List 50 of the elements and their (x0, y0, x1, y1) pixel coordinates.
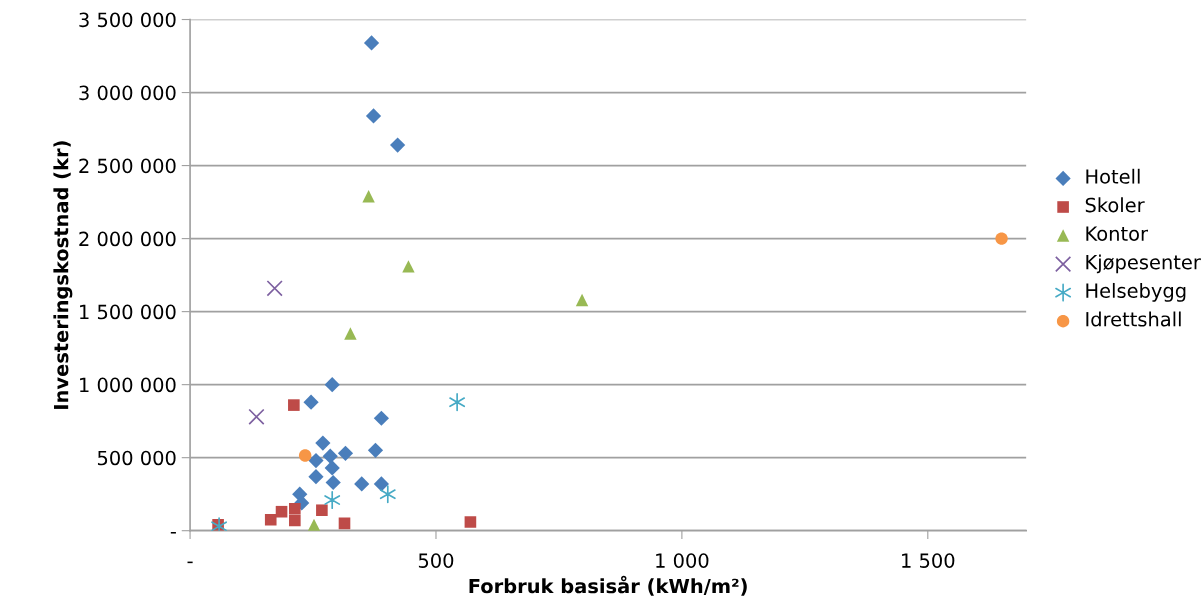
y-tick-label: 2 500 000 (79, 158, 176, 174)
y-tick-label: 2 000 000 (79, 231, 176, 247)
legend-label: Hotell (1086, 168, 1140, 184)
point (316, 504, 328, 517)
point (298, 449, 312, 462)
point (288, 399, 300, 411)
x-tick-label: 1 000 (656, 553, 709, 568)
point (315, 435, 331, 451)
x-axis-title: Forbruk basisår (kWh/m²) (469, 575, 747, 596)
point (344, 327, 357, 340)
point (324, 460, 340, 476)
point (362, 190, 375, 203)
point (464, 516, 477, 528)
point (363, 35, 380, 51)
legend-label: Skoler (1085, 197, 1145, 213)
point (289, 502, 301, 515)
point (354, 476, 370, 492)
y-tick-label: - (170, 531, 176, 534)
y-tick-label: 500 000 (97, 450, 176, 466)
point (365, 108, 382, 124)
point (995, 232, 1008, 245)
point (308, 452, 324, 469)
point (367, 442, 384, 458)
point (303, 394, 319, 410)
point (373, 476, 389, 492)
point (248, 408, 265, 425)
point (308, 469, 324, 485)
y-tick-label: 3 000 000 (79, 85, 176, 101)
point (324, 377, 340, 393)
point (325, 474, 341, 491)
point (337, 445, 354, 461)
point (266, 280, 283, 297)
x-tick-label: 1 500 (902, 553, 955, 568)
point (322, 448, 338, 464)
y-axis-title: Investeringskostnad (kr) (53, 141, 73, 409)
point (338, 517, 351, 530)
point (275, 505, 288, 518)
y-tick-label: 3 500 000 (79, 12, 176, 28)
y-tick-label: 1 000 000 (80, 377, 176, 393)
point (390, 137, 406, 153)
point (575, 293, 589, 307)
x-tick-label: 500 (418, 553, 454, 568)
legend-label: Kjøpesenter (1086, 254, 1201, 274)
point (402, 260, 415, 273)
point (264, 513, 277, 526)
y-tick-label: 1 500 000 (80, 304, 176, 320)
point (289, 514, 301, 527)
legend-label: Kontor (1086, 226, 1149, 241)
point (373, 410, 389, 426)
legend-label: Idrettshall (1086, 311, 1181, 327)
